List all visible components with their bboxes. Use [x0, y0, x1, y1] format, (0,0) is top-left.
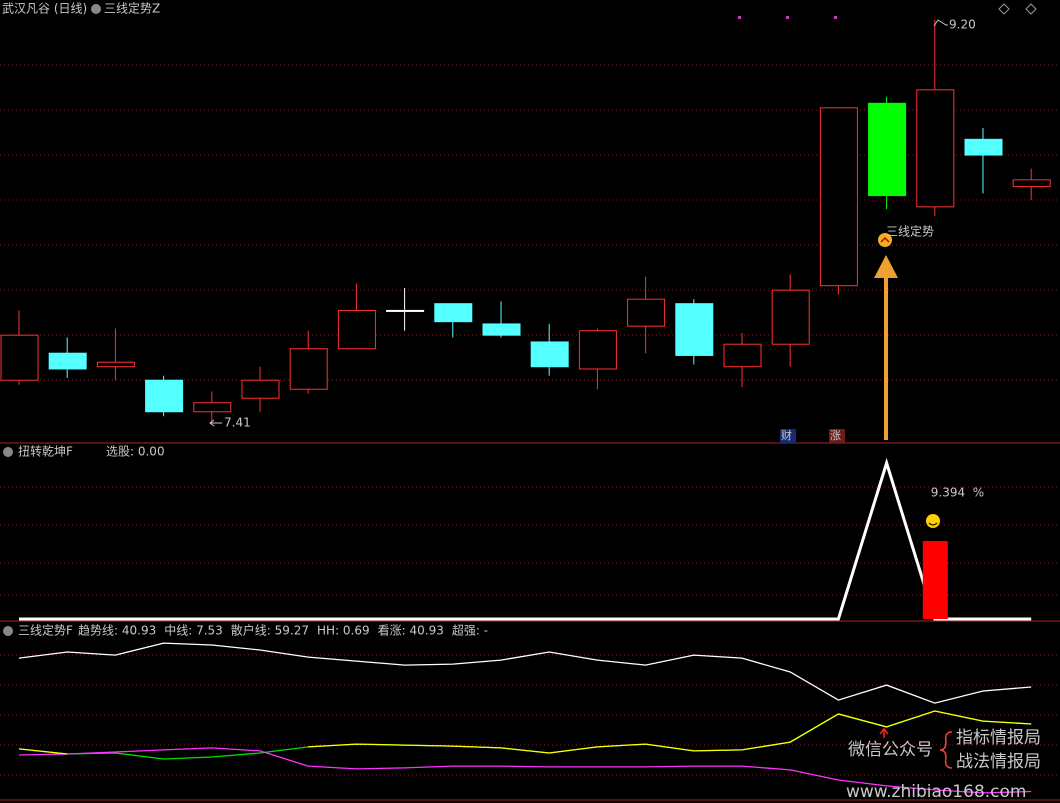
decorations: [3, 3, 1037, 769]
candle-body: [916, 89, 955, 208]
watermark: 战法情报局: [956, 752, 1041, 772]
value-label: 9.394: [931, 486, 965, 500]
candle-body: [434, 303, 473, 323]
panel-title: 扭转乾坤F: [18, 444, 73, 459]
candle-body: [193, 402, 232, 413]
candle-body: [241, 379, 280, 399]
legend-entry: 散户线: 59.27: [231, 623, 309, 638]
indicator-title: 三线定势Z: [104, 1, 160, 16]
candle-body: [627, 298, 666, 327]
candle-body: [337, 309, 376, 350]
legend-entry: 看涨: 40.93: [378, 623, 444, 638]
candle-body: [723, 343, 762, 368]
series-line: [18, 642, 1032, 704]
panel-legend: 选股: 0.00: [106, 445, 165, 459]
candle-body: [96, 361, 135, 368]
candle-body: [819, 107, 858, 287]
candle-body: [482, 323, 521, 336]
legend-entry: 趋势线: 40.93: [78, 624, 156, 638]
candle-body: [964, 138, 1003, 156]
candle-body: [1012, 179, 1051, 188]
legend-entry: 中线: 7.53: [164, 623, 223, 638]
legend-entry: HH: 0.69: [317, 624, 370, 638]
candle-body: [386, 309, 425, 312]
chart-title: 武汉凡谷 (日线): [2, 2, 87, 16]
series-line: [19, 457, 1032, 621]
marker: 财: [781, 428, 792, 442]
candle-body: [578, 330, 617, 370]
low-arrow: [209, 419, 222, 427]
marker: 涨: [830, 429, 841, 442]
low-label: 7.41: [224, 416, 251, 430]
legend-entry: 超强: -: [452, 623, 488, 638]
watermark: 微信公众号: [848, 740, 933, 760]
value-unit: %: [973, 486, 984, 500]
panel-title: 三线定势F: [18, 623, 73, 638]
candle-body: [868, 102, 907, 197]
watermark: www.zhibiao168.com: [846, 782, 1026, 802]
watermark: 指标情报局: [956, 728, 1041, 748]
series-line: [18, 710, 1032, 755]
candle-body: [530, 341, 569, 368]
candle-body: [0, 334, 39, 381]
candle-body: [48, 352, 87, 370]
candle-body: [289, 348, 328, 390]
candle-body: [675, 303, 714, 356]
high-label: 9.20: [949, 18, 976, 32]
high-flag: [933, 19, 948, 27]
candle-body: [145, 379, 184, 413]
candle-body: [771, 289, 810, 345]
signal-label: 三线定势: [886, 224, 934, 239]
bar: [922, 541, 948, 619]
series-line: [18, 747, 1032, 794]
